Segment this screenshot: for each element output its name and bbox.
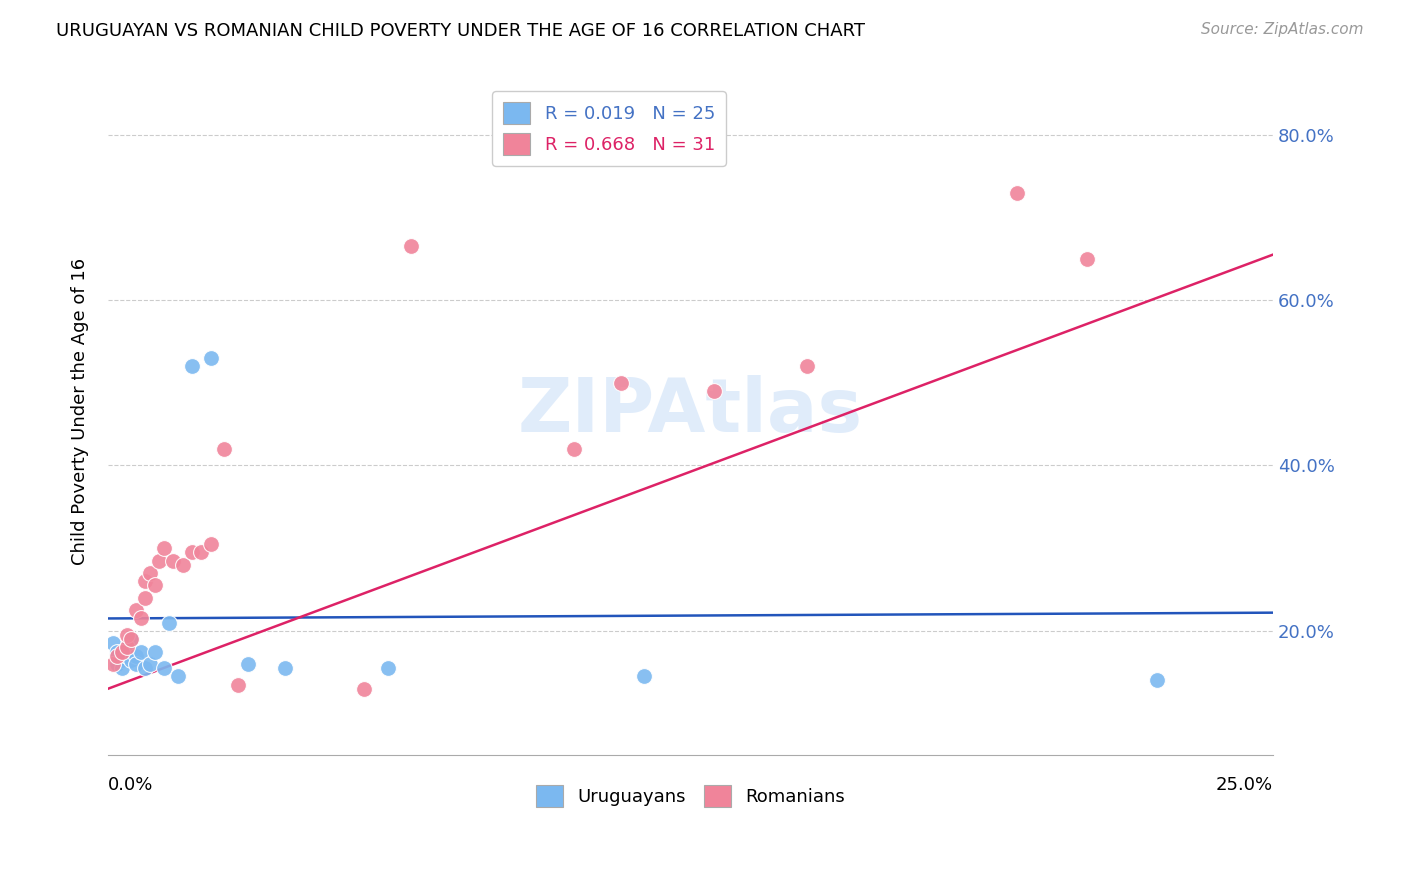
Point (111, 653, 134, 667)
Point (139, 657, 162, 671)
Point (153, 541, 176, 556)
Point (190, 545, 212, 559)
Point (105, 657, 128, 671)
Point (353, 681, 375, 696)
Text: Source: ZipAtlas.com: Source: ZipAtlas.com (1201, 22, 1364, 37)
Point (562, 442, 585, 456)
Text: 25.0%: 25.0% (1216, 775, 1272, 794)
Point (134, 574, 156, 589)
Point (228, 678, 250, 692)
Point (214, 442, 236, 456)
Point (633, 669, 655, 683)
Point (129, 611, 152, 625)
Point (148, 553, 170, 567)
Point (180, 359, 202, 374)
Point (111, 661, 134, 675)
Point (129, 644, 152, 658)
Point (153, 661, 176, 675)
Text: 0.0%: 0.0% (108, 775, 153, 794)
Point (377, 661, 399, 675)
Point (399, 239, 422, 253)
Point (1005, 186, 1028, 200)
Point (139, 566, 162, 580)
Point (200, 537, 222, 551)
Point (143, 644, 166, 658)
Point (115, 640, 138, 655)
Point (200, 351, 222, 365)
Point (115, 640, 138, 655)
Text: URUGUAYAN VS ROMANIAN CHILD POVERTY UNDER THE AGE OF 16 CORRELATION CHART: URUGUAYAN VS ROMANIAN CHILD POVERTY UNDE… (56, 22, 865, 40)
Point (115, 628, 138, 642)
Point (105, 644, 128, 658)
Legend: Uruguayans, Romanians: Uruguayans, Romanians (529, 778, 852, 814)
Point (125, 648, 148, 663)
Text: ZIPAtlas: ZIPAtlas (517, 376, 863, 448)
Point (1146, 673, 1168, 688)
Point (796, 359, 818, 374)
Point (274, 661, 297, 675)
Point (120, 632, 142, 647)
Point (180, 545, 202, 559)
Point (134, 591, 156, 605)
Y-axis label: Child Poverty Under the Age of 16: Child Poverty Under the Age of 16 (72, 258, 89, 566)
Point (125, 657, 148, 671)
Point (120, 632, 142, 647)
Point (1076, 252, 1098, 266)
Point (172, 558, 194, 572)
Point (143, 578, 166, 592)
Point (162, 553, 184, 567)
Point (101, 657, 124, 671)
Point (125, 603, 148, 617)
Point (134, 661, 156, 675)
Point (703, 384, 725, 398)
Point (167, 669, 190, 683)
Point (157, 615, 180, 630)
Point (120, 653, 142, 667)
Point (101, 636, 124, 650)
Point (115, 648, 138, 663)
Point (105, 648, 128, 663)
Point (609, 376, 631, 390)
Point (111, 644, 134, 658)
Point (236, 657, 259, 671)
